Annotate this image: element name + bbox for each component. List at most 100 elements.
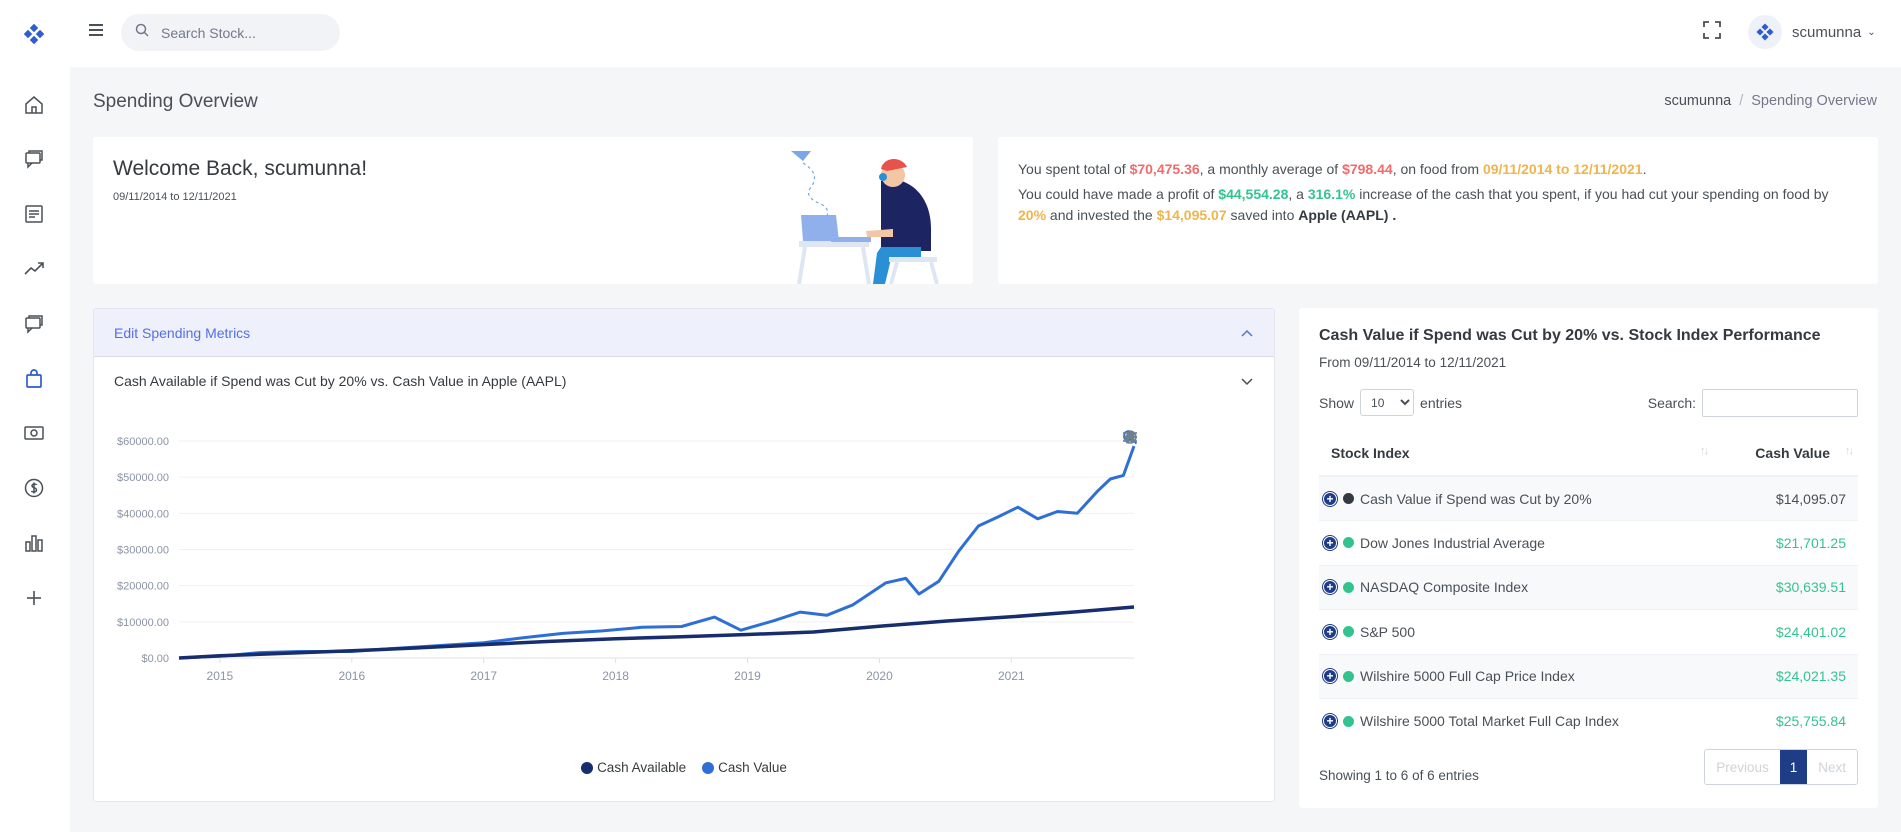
chart-menu-icon[interactable] xyxy=(1123,429,1248,445)
page-size-select[interactable]: 10 xyxy=(1360,389,1415,416)
column-header-stock-index[interactable]: Stock Index ↑↓ xyxy=(1319,430,1714,477)
summary-profit-text: You could have made a profit of $44,554.… xyxy=(1018,184,1858,226)
messages-icon[interactable] xyxy=(23,313,45,335)
cash-value-cell: $14,095.07 xyxy=(1713,475,1858,521)
stock-index-cell: + NASDAQ Composite Index xyxy=(1319,564,1714,610)
y-tick-label: $50000.00 xyxy=(117,472,169,484)
column-header-label: Cash Value xyxy=(1755,444,1830,461)
expand-row-icon[interactable]: + xyxy=(1323,580,1337,595)
chart-section-title: Cash Available if Spend was Cut by 20% v… xyxy=(114,373,567,389)
stock-index-table-card: Cash Value if Spend was Cut by 20% vs. S… xyxy=(1299,308,1878,808)
plus-icon[interactable] xyxy=(23,587,45,609)
status-dot xyxy=(1343,493,1354,504)
cash-icon[interactable] xyxy=(23,422,45,444)
home-icon[interactable] xyxy=(23,94,45,116)
pan-hand-icon[interactable] xyxy=(1124,429,1204,445)
table-search: Search: xyxy=(1648,389,1858,417)
expand-row-icon[interactable]: + xyxy=(1323,491,1337,506)
summary-text: You spent total of xyxy=(1018,161,1130,177)
stock-index-name: Cash Value if Spend was Cut by 20% xyxy=(1360,490,1592,507)
status-dot xyxy=(1343,581,1354,593)
chat-icon[interactable] xyxy=(23,148,45,170)
chart-section-toggle[interactable]: Cash Available if Spend was Cut by 20% v… xyxy=(94,357,1274,405)
x-tick-label: 2016 xyxy=(338,669,365,683)
chevron-down-icon: ⌄ xyxy=(1867,26,1876,38)
edit-spending-metrics-toggle[interactable]: Edit Spending Metrics xyxy=(94,309,1274,357)
stock-index-cell-content: + Wilshire 5000 Total Market Full Cap Ind… xyxy=(1323,713,1701,729)
y-tick-label: $20000.00 xyxy=(117,581,169,593)
menu-icon[interactable] xyxy=(86,20,106,40)
welcome-dates: 09/11/2014 to 12/11/2021 xyxy=(113,191,237,203)
cash-value-cell: $30,639.51 xyxy=(1713,564,1858,610)
legend-label: Cash Value xyxy=(718,760,787,775)
y-tick-label: $40000.00 xyxy=(117,508,169,520)
zoom-out-icon[interactable] xyxy=(1123,429,1160,445)
cut-percent: 20% xyxy=(1018,207,1047,223)
fullscreen-icon[interactable] xyxy=(1703,21,1721,39)
summary-spent-text: You spent total of $70,475.36, a monthly… xyxy=(1018,159,1858,180)
table-search-input[interactable] xyxy=(1702,389,1858,417)
table-date-range: From 09/11/2014 to 12/11/2021 xyxy=(1319,355,1507,370)
search-input[interactable] xyxy=(161,24,321,41)
total-spent: $70,475.36 xyxy=(1129,161,1200,177)
legend-marker xyxy=(581,761,594,774)
page-1-button[interactable]: 1 xyxy=(1779,750,1808,784)
stock-index-cell-content: + Dow Jones Industrial Average xyxy=(1323,535,1701,551)
previous-button[interactable]: Previous xyxy=(1705,750,1780,784)
shopping-bag-icon[interactable] xyxy=(23,368,45,390)
summary-text: and invested the xyxy=(1046,207,1157,223)
page-size-control: Show 10 entries xyxy=(1319,389,1462,416)
topbar: scumunna ⌄ xyxy=(0,0,1901,67)
stock-index-cell-content: + S&P 500 xyxy=(1323,624,1701,640)
monthly-average: $798.44 xyxy=(1342,161,1393,177)
expand-row-icon[interactable]: + xyxy=(1323,669,1337,684)
column-header-cash-value[interactable]: Cash Value ↑↓ xyxy=(1713,430,1858,477)
y-tick-label: $10000.00 xyxy=(117,617,169,629)
expand-row-icon[interactable]: + xyxy=(1323,535,1337,550)
expand-row-icon[interactable]: + xyxy=(1323,624,1337,639)
x-tick-label: 2019 xyxy=(734,669,761,683)
stock-index-cell: + S&P 500 xyxy=(1319,609,1714,654)
cash-value-cell: $24,401.02 xyxy=(1713,609,1858,654)
expand-row-icon[interactable]: + xyxy=(1323,714,1337,728)
logo-icon[interactable] xyxy=(22,22,46,46)
status-dot xyxy=(1343,670,1354,682)
bar-chart-icon[interactable] xyxy=(23,532,45,554)
table-row: + Wilshire 5000 Total Market Full Cap Ind… xyxy=(1319,698,1858,743)
avatar xyxy=(1748,15,1782,49)
legend-label: Cash Available xyxy=(597,760,687,775)
sort-icon: ↑↓ xyxy=(1700,445,1709,457)
chart-legend: Cash Available Cash Value xyxy=(94,760,1274,775)
breadcrumb-home[interactable]: scumunna xyxy=(1664,93,1732,109)
chevron-up-icon xyxy=(1241,329,1253,337)
chart-toolbar xyxy=(1122,429,1248,445)
line-chart: $60000.00 $50000.00 $40000.00 $30000.00 $200… xyxy=(94,405,1274,801)
table-row: + Wilshire 5000 Full Cap Price Index $24,0… xyxy=(1319,653,1858,699)
column-header-label: Stock Index xyxy=(1331,444,1410,461)
table-info: Showing 1 to 6 of 6 entries xyxy=(1319,768,1479,783)
saved-amount: $14,095.07 xyxy=(1156,207,1227,223)
user-menu[interactable]: scumunna ⌄ xyxy=(1748,14,1876,50)
chart-canvas: $60000.00 $50000.00 $40000.00 $30000.00 $200… xyxy=(117,436,1136,683)
breadcrumb-current: Spending Overview xyxy=(1751,93,1877,109)
table-row: + NASDAQ Composite Index $30,639.51 xyxy=(1319,564,1858,610)
legend-item-cash-available[interactable]: Cash Available xyxy=(581,760,686,775)
table-row: + S&P 500 $24,401.02 xyxy=(1319,609,1858,654)
increase-percent: 316.1% xyxy=(1307,186,1356,202)
x-tick-label: 2015 xyxy=(207,669,234,683)
selection-zoom-icon[interactable] xyxy=(1123,429,1182,445)
next-button[interactable]: Next xyxy=(1807,750,1857,784)
legend-item-cash-value[interactable]: Cash Value xyxy=(702,760,787,775)
stock-name: Apple (AAPL) . xyxy=(1298,207,1397,223)
summary-text: , on food from xyxy=(1392,161,1483,177)
reset-home-icon[interactable] xyxy=(1124,429,1226,445)
trending-up-icon[interactable] xyxy=(23,258,45,280)
document-icon[interactable] xyxy=(23,203,45,225)
date-range: 09/11/2014 to 12/11/2021 xyxy=(1482,161,1643,177)
cash-value-cell: $25,755.84 xyxy=(1713,698,1858,743)
pagination: Previous 1 Next xyxy=(1704,749,1858,785)
entries-label: entries xyxy=(1420,394,1463,411)
dollar-icon[interactable] xyxy=(23,477,45,499)
summary-text: increase of the cash that you spent, if … xyxy=(1355,186,1829,202)
search-bar xyxy=(121,14,340,51)
